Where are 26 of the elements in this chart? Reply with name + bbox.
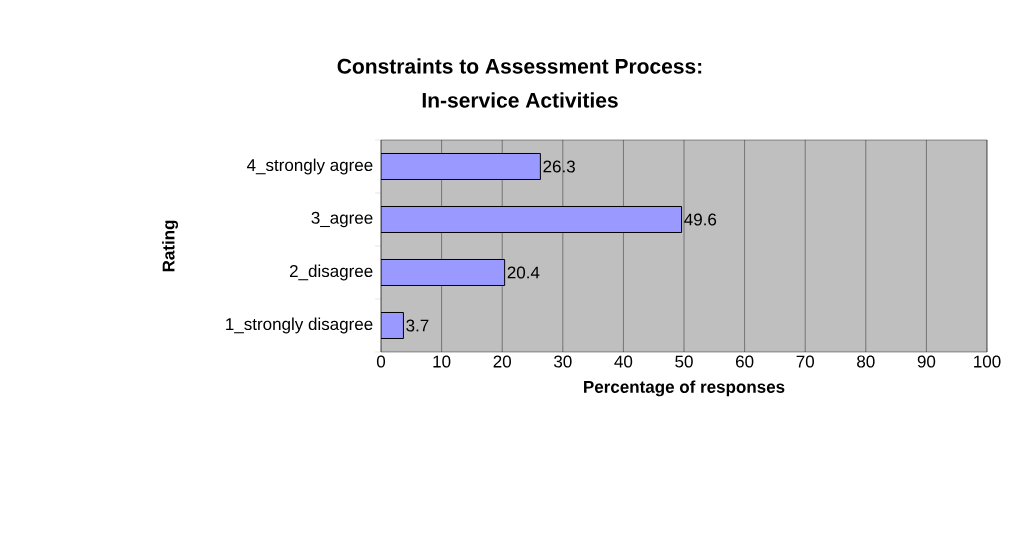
x-tick-label: 20 — [493, 355, 511, 368]
x-tick-label: 0 — [376, 355, 386, 368]
x-tick-label: 40 — [614, 355, 633, 368]
x-tick-label: 80 — [857, 355, 875, 368]
data-label: 20.4 — [507, 266, 540, 279]
bar — [381, 206, 683, 233]
y-tick-label: 3_agree — [311, 211, 373, 228]
x-tick-label: 60 — [736, 355, 754, 368]
x-tick-label: 90 — [917, 355, 936, 368]
data-label: 26.3 — [543, 160, 575, 173]
data-label: 49.6 — [684, 213, 717, 226]
y-tick-label: 4_strongly agree — [246, 158, 373, 175]
x-tick-label: 100 — [974, 355, 1001, 368]
data-label: 3.7 — [406, 319, 429, 332]
bar — [381, 312, 404, 339]
x-tick-label: 10 — [433, 355, 451, 368]
chart-title: Constraints to Assessment Process: In-service Activities — [337, 58, 702, 108]
x-tick-label: 30 — [553, 355, 572, 368]
y-axis-title: Rating — [162, 220, 179, 272]
bar — [381, 153, 541, 180]
x-tick-label: 70 — [796, 355, 814, 368]
x-tick-label: 50 — [675, 355, 693, 368]
y-tick-label: 2_disagree — [289, 264, 373, 281]
x-axis-title: Percentage of responses — [584, 380, 785, 397]
bar — [381, 259, 506, 286]
y-tick-label: 1_strongly disagree — [226, 317, 373, 334]
